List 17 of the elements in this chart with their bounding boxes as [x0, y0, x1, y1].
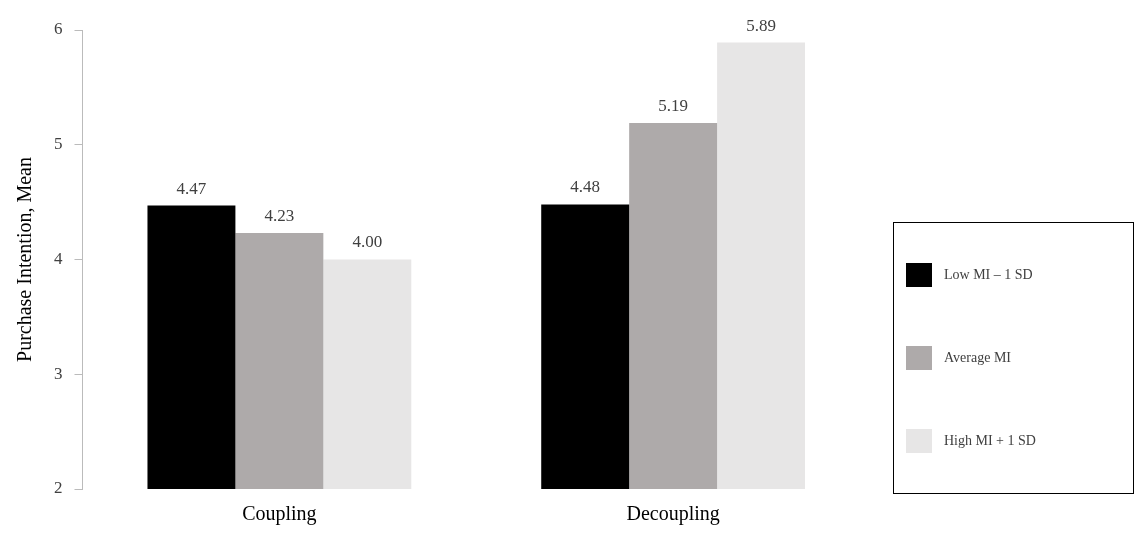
data-label: 4.47 — [176, 178, 207, 198]
y-tick-label: 2 — [54, 478, 63, 498]
y-tick-label: 5 — [54, 134, 63, 154]
y-tick-label: 4 — [54, 248, 63, 268]
data-label: 5.19 — [658, 95, 688, 115]
data-label: 4.23 — [264, 206, 295, 226]
data-label: 5.89 — [746, 15, 776, 35]
y-tick-label: 3 — [54, 363, 63, 383]
legend-label: Average MI — [944, 349, 1011, 366]
legend-label: Low MI – 1 SD — [944, 266, 1033, 283]
y-tick-label: 6 — [54, 19, 63, 39]
x-tick-label: Decoupling — [626, 502, 720, 526]
data-label: 4.00 — [352, 232, 383, 252]
legend-label: High MI + 1 SD — [944, 433, 1036, 450]
x-tick-label: Coupling — [242, 502, 317, 526]
y-axis-title: Purchase Intention, Mean — [13, 157, 36, 362]
data-label: 4.48 — [570, 177, 601, 197]
